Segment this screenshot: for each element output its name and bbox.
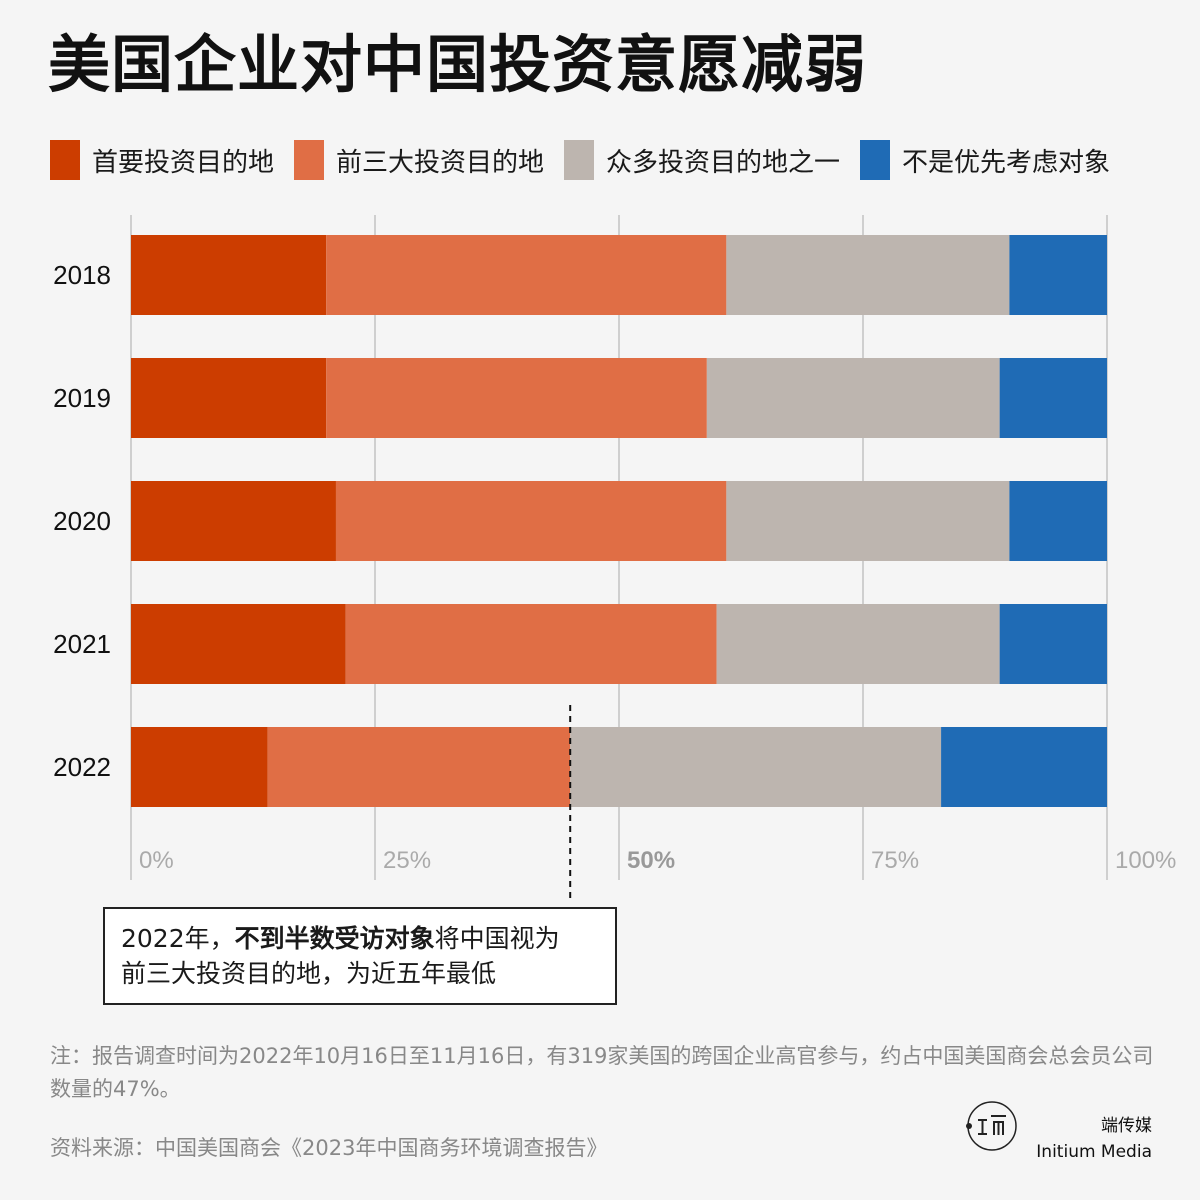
bar-segment [131, 235, 327, 315]
chart-title: 美国企业对中国投资意愿减弱 [48, 28, 868, 101]
footnote: 注：报告调查时间为2022年10月16日至11月16日，有319家美国的跨国企业… [50, 1044, 1154, 1101]
bar-segment [335, 481, 727, 561]
stacked-bar-chart: 2018 2019 2020 2021 2022 0% 25% 50% 75% 100% [53, 215, 1176, 900]
legend-swatch [860, 140, 891, 180]
legend-label: 众多投资目的地之一 [606, 147, 841, 178]
legend-swatch [294, 140, 325, 180]
bar-segment [706, 358, 1000, 438]
legend-item-top: 首要投资目的地 [50, 140, 274, 180]
legend-item-not-priority: 不是优先考虑对象 [860, 140, 1110, 180]
legend-item-one-of-many: 众多投资目的地之一 [564, 140, 840, 180]
annotation-line2: 前三大投资目的地，为近五年最低 [121, 959, 497, 988]
annotation-prefix: 2022年， [121, 924, 235, 953]
legend-swatch [50, 140, 80, 180]
bar-segment [131, 358, 327, 438]
bar-segment [1009, 235, 1107, 315]
bar-segment [326, 235, 727, 315]
legend-label: 不是优先考虑对象 [902, 147, 1111, 178]
bar-segment [131, 604, 346, 684]
y-tick-label: 2020 [53, 506, 111, 536]
bar-segment [999, 604, 1107, 684]
x-tick-label: 0% [139, 847, 174, 874]
x-tick-label: 50% [627, 847, 675, 874]
y-tick-label: 2021 [53, 629, 111, 659]
legend-label: 首要投资目的地 [92, 147, 275, 178]
bar-segment [570, 727, 942, 807]
bar-segment [131, 481, 336, 561]
annotation-suffix: 将中国视为 [434, 924, 560, 953]
annotation-box: 2022年，不到半数受访对象将中国视为 前三大投资目的地，为近五年最低 [103, 907, 617, 1005]
bar-segment [1009, 481, 1107, 561]
initium-logo-icon [966, 1101, 1017, 1151]
source-line: 资料来源：中国美国商会《2023年中国商务环境调查报告》 [50, 1136, 608, 1160]
brand: 端传媒 Initium Media [1036, 1114, 1152, 1165]
y-tick-label: 2018 [53, 260, 111, 290]
x-tick-label: 25% [383, 847, 431, 874]
bar-segment [941, 727, 1107, 807]
bar-segment [726, 481, 1010, 561]
brand-cn: 端传媒 [1101, 1116, 1152, 1136]
bar-segment [345, 604, 717, 684]
legend-swatch [564, 140, 595, 180]
bar-segment [716, 604, 1000, 684]
bar-segment [326, 358, 707, 438]
legend-label: 前三大投资目的地 [336, 147, 545, 178]
bar-segment [726, 235, 1010, 315]
bar-segment [999, 358, 1107, 438]
legend: 首要投资目的地 前三大投资目的地 众多投资目的地之一 不是优先考虑对象 [50, 140, 1130, 180]
annotation-bold: 不到半数受访对象 [234, 924, 435, 953]
brand-en: Initium Media [1036, 1141, 1152, 1162]
bar-segment [131, 727, 268, 807]
y-tick-label: 2019 [53, 383, 111, 413]
x-tick-label: 75% [871, 847, 919, 874]
legend-item-top3: 前三大投资目的地 [294, 140, 544, 180]
bar-segment [267, 727, 571, 807]
x-tick-label: 100% [1115, 847, 1176, 874]
y-tick-label: 2022 [53, 752, 111, 782]
